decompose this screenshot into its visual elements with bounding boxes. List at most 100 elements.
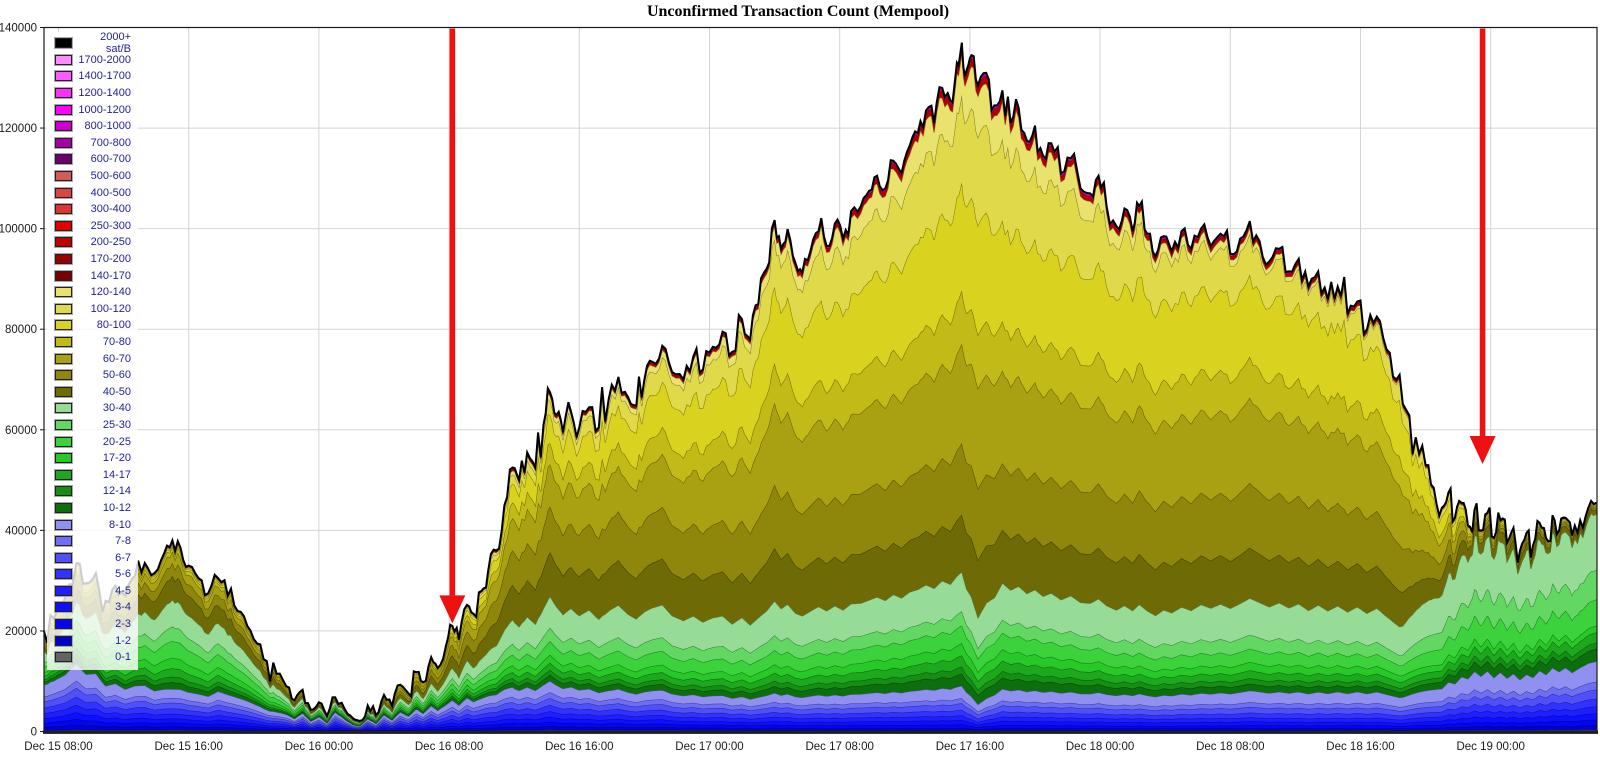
x-axis-tick-label: Dec 18 08:00 [1196, 741, 1264, 753]
legend-swatch-icon [54, 236, 73, 249]
legend-item: 0-1 [47, 649, 138, 666]
legend-swatch-icon [54, 253, 73, 266]
band-area-40-50 [43, 508, 1597, 723]
legend-item-label: 2-3 [115, 618, 131, 631]
legend-swatch-icon [54, 418, 73, 431]
legend-item: 5-6 [47, 566, 138, 583]
legend-item-label: 1700-2000 [78, 53, 131, 66]
legend-item: 800-1000 [47, 118, 138, 135]
legend-item-label: 400-500 [90, 186, 131, 199]
band-area-1-2 [43, 724, 1597, 732]
legend-item-label: 700-800 [90, 136, 131, 149]
legend-item-label: 120-140 [90, 286, 131, 299]
legend-item: 2-3 [47, 616, 138, 633]
legend-item: 170-200 [47, 251, 138, 268]
y-axis-tick-label: 0 [31, 727, 37, 739]
band-area-70-80 [43, 290, 1597, 722]
legend-swatch-icon [54, 435, 73, 448]
legend-item: 1-2 [47, 632, 138, 649]
band-area-20-25 [43, 599, 1597, 725]
legend-item: 1000-1200 [47, 101, 138, 118]
legend-item: 600-700 [47, 151, 138, 168]
legend-item-label: 80-100 [96, 319, 131, 332]
legend-swatch-icon [54, 601, 73, 614]
x-axis-tick-label: Dec 16 00:00 [285, 741, 353, 753]
band-area-17-20 [43, 625, 1597, 726]
band-area-2-3 [43, 718, 1597, 731]
band-area-30-40 [43, 513, 1597, 724]
legend-swatch-icon [54, 87, 73, 100]
legend-item-label: 10-12 [102, 501, 131, 514]
legend-item-label: 140-170 [90, 269, 131, 282]
band-area-50-60 [43, 443, 1597, 723]
legend-swatch-icon [54, 37, 73, 50]
band-area-5-6 [43, 696, 1597, 730]
legend-swatch-icon [54, 269, 73, 282]
band-area-14-17 [43, 632, 1597, 726]
band-area-8-10 [43, 661, 1597, 728]
legend-item-label: 300-400 [90, 203, 131, 216]
legend-item: 30-40 [47, 400, 138, 417]
x-axis-tick-label: Dec 18 16:00 [1326, 741, 1394, 753]
y-axis-tick-label: 80000 [5, 324, 37, 336]
legend-item-label: 0-1 [115, 651, 131, 664]
total-top-edge-line [42, 42, 1597, 722]
legend-item: 200-250 [47, 234, 138, 251]
legend-item: 100-120 [47, 301, 138, 318]
legend-swatch-icon [54, 153, 73, 166]
legend-item: 14-17 [47, 466, 138, 483]
legend-item: 10-12 [47, 500, 138, 517]
legend-item-label: 8-10 [108, 518, 131, 531]
legend-item-label: 3-4 [115, 601, 131, 614]
band-area-3-4 [43, 712, 1597, 731]
legend-swatch-icon [54, 518, 73, 531]
y-axis-tick-label: 60000 [5, 425, 37, 437]
legend-item: 500-600 [47, 168, 138, 185]
x-axis-tick-label: Dec 18 00:00 [1066, 741, 1134, 753]
legend-item-label: 1400-1700 [78, 70, 131, 83]
x-axis-tick-label: Dec 19 00:00 [1456, 741, 1524, 753]
legend-item-label: 5-6 [115, 568, 131, 581]
legend-item-label: 100-120 [90, 302, 131, 315]
legend-item: 140-170 [47, 267, 138, 284]
legend-item: 1400-1700 [47, 68, 138, 85]
legend-swatch-icon [54, 568, 73, 581]
y-axis-tick-label: 40000 [5, 525, 37, 537]
legend-swatch-icon [54, 584, 73, 597]
legend-swatch-icon [54, 53, 73, 66]
legend-swatch-icon [54, 186, 73, 199]
legend-swatch-icon [54, 369, 73, 382]
legend-item-label: 1-2 [115, 634, 131, 647]
legend-swatch-icon [54, 501, 73, 514]
legend-swatch-icon [54, 551, 73, 564]
band-area-80-100 [43, 182, 1597, 722]
legend-item-label: 250-300 [90, 219, 131, 232]
legend-item: 70-80 [47, 334, 138, 351]
legend-item: 1200-1400 [47, 85, 138, 102]
band-area-60-70 [43, 343, 1597, 722]
x-axis-tick-label: Dec 16 16:00 [545, 741, 613, 753]
x-axis-tick-label: Dec 15 16:00 [154, 741, 222, 753]
annotation-arrow [1469, 28, 1496, 464]
legend-item-label: 6-7 [115, 551, 131, 564]
band-area-12-14 [43, 642, 1597, 726]
x-axis-tick-label: Dec 15 08:00 [24, 741, 92, 753]
legend-item-label: 600-700 [90, 153, 131, 166]
legend-swatch-icon [54, 402, 73, 415]
legend-item: 700-800 [47, 135, 138, 152]
legend-item-label: 14-17 [102, 468, 131, 481]
legend-swatch-icon [54, 618, 73, 631]
legend-item-label: 30-40 [102, 402, 131, 415]
band-area-4-5 [43, 704, 1597, 730]
legend-item: 250-300 [47, 218, 138, 235]
y-axis-tick-label: 140000 [0, 23, 37, 35]
legend-swatch-icon [54, 203, 73, 216]
legend-item-label: 20-25 [102, 435, 131, 448]
legend-item: 1700-2000 [47, 52, 138, 69]
legend-item: 400-500 [47, 184, 138, 201]
legend-item-label: 17-20 [102, 452, 131, 465]
legend-swatch-icon [54, 535, 73, 548]
legend-swatch-icon [54, 352, 73, 365]
legend-item-label: 70-80 [102, 335, 131, 348]
